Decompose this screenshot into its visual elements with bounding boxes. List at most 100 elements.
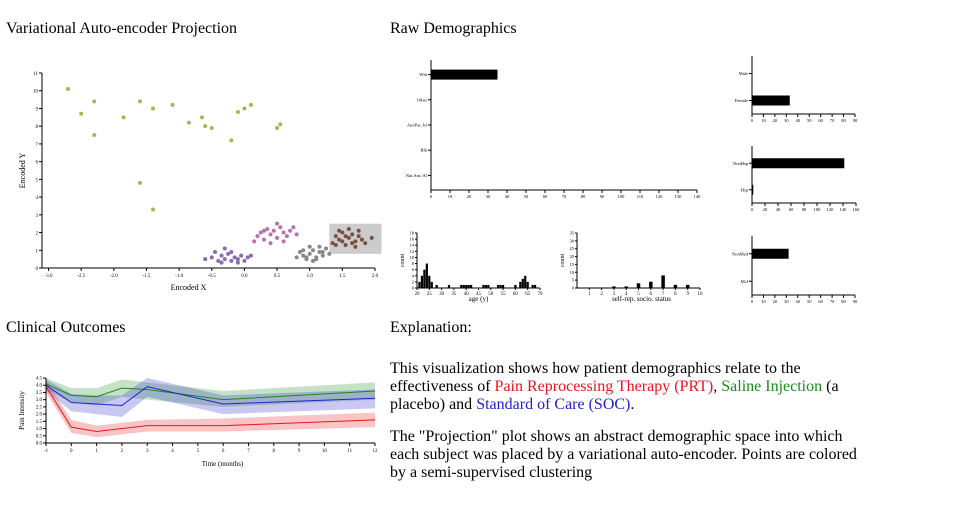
y-tick-label: 8 [36,125,39,130]
histogram-bar [521,278,524,288]
histogram-bar [423,269,426,288]
scatter-point [340,230,345,235]
scatter-point [314,257,319,262]
scatter-point [281,239,286,244]
histogram-bar [636,283,641,288]
y-tick-label: 1 [36,249,39,254]
x-tick-label: 7 [247,449,250,454]
scatter-point [294,232,299,237]
histogram-bar [430,281,433,288]
scatter-point [199,115,204,120]
scatter-point [301,253,306,258]
x-tick-label: 120 [656,194,664,199]
scatter-point [350,241,355,246]
scatter-point [235,110,240,114]
series-line [45,386,376,432]
explanation-text: This visualization shows how patient dem… [390,360,870,496]
x-tick-label: 20 [773,118,778,123]
scatter-point [268,232,273,237]
x-tick-label: 160 [853,207,861,212]
x-axis-label: age (y) [469,295,489,303]
scatter-point [275,235,280,240]
scatter-point [337,237,342,242]
x-tick-label: 70 [562,194,567,199]
scatter-point [307,251,312,256]
y-tick-label: 2 [412,279,414,284]
scatter-point [219,260,224,265]
histogram-bar [467,284,470,288]
y-tick-label: 10 [570,270,575,275]
scatter-point [242,258,247,263]
scatter-point [343,242,348,247]
y-axis-label: Pain Intensity [18,391,26,430]
histogram-bar [460,284,463,288]
x-tick-label: 50 [524,194,529,199]
scatter-point [170,102,175,107]
scatter-point [121,115,126,120]
x-tick-label: 2 [121,449,124,454]
y-tick-label: 11 [33,72,38,77]
scatter-point [258,230,263,235]
x-tick-label: -0.5 [208,274,216,279]
scatter-point [219,253,224,258]
scatter-point [340,239,345,244]
x-tick-label: 80 [841,118,846,123]
histogram-bar [533,284,537,288]
scatter-point [262,237,266,242]
y-tick-label: 4.0 [36,384,43,389]
scatter-point [137,180,142,185]
x-tick-label: 120 [827,207,835,212]
vae-scatter-chart[interactable]: -3.0 -2.5 -2.0 -1.5 -1.0 -0.5 0.0 0.5 1.0 1.5 2.0 0… [0,60,390,300]
scatter-point [359,237,364,242]
x-tick-label: 45 [476,292,482,297]
scatter-point [356,234,361,239]
x-tick-label: 70 [830,118,835,123]
category-label: Hsp [741,187,749,192]
histogram-bar [499,284,502,288]
scatter-point [310,258,315,263]
histogram-bar [524,275,527,288]
x-tick-label: 0 [751,207,754,212]
bar [752,95,790,106]
scatter-point [310,248,315,253]
y-tick-label: 14 [410,243,415,248]
x-tick-label: 0 [430,194,433,199]
x-tick-label: 40 [505,194,510,199]
scatter-point [320,250,325,255]
x-tick-label: 80 [802,207,807,212]
category-label: Male [739,71,748,76]
x-tick-label: 70 [830,299,835,304]
scatter-point [252,239,257,244]
scatter-point [301,248,306,253]
x-tick-label: 3 [613,292,616,297]
x-tick-label: 10 [322,449,328,454]
x-tick-label: 30 [784,299,789,304]
histogram-bar [425,263,428,288]
scatter-point [346,227,351,231]
x-tick-label: 40 [796,118,801,123]
x-tick-label: 80 [841,299,846,304]
scatter-point [239,253,244,258]
y-tick-label: 4 [36,196,39,201]
y-tick-label: 20 [570,254,575,259]
y-tick-label: 0.0 [36,442,43,447]
y-tick-label: 10 [33,90,39,95]
bar [752,248,789,259]
soc-label: Standard of Care (SOC) [476,396,631,413]
y-tick-label: 7 [36,143,39,148]
x-tick-label: 70 [538,292,544,297]
scatter-point [229,250,234,255]
x-tick-label: 11 [347,449,352,454]
y-axis-label: Encoded Y [18,153,27,189]
x-tick-label: 140 [694,194,702,199]
x-tick-label: 6 [650,292,653,297]
y-tick-label: 18 [410,231,415,236]
explanation-text-d: . [630,396,635,413]
y-tick-label: 8 [412,261,415,266]
x-tick-label: 0.5 [274,274,281,279]
explanation-paragraph-1: This visualization shows how patient dem… [390,360,870,414]
x-tick-label: 60 [818,299,823,304]
histogram-bar [649,281,653,288]
scatter-point [268,241,273,246]
x-tick-label: 20 [773,299,778,304]
